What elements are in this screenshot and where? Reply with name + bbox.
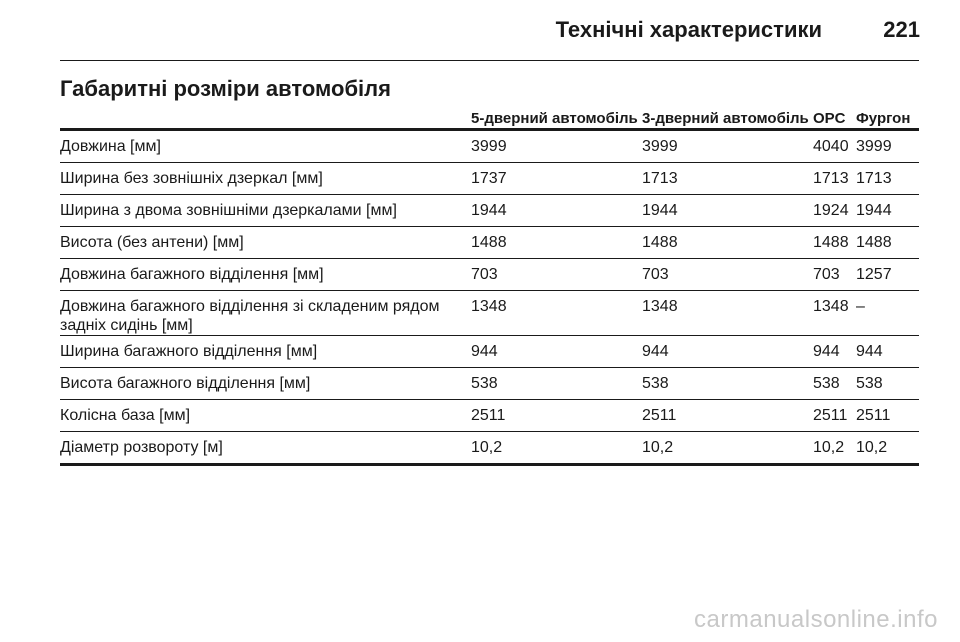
- cell-value: 1488: [642, 226, 813, 259]
- cell-value: 2511: [471, 399, 642, 432]
- cell-value: 3999: [471, 129, 642, 163]
- row-label: Висота (без антени) [мм]: [60, 226, 471, 259]
- cell-value: 1713: [813, 162, 856, 195]
- row-label: Ширина з двома зовнішніми дзеркалами [мм…: [60, 194, 471, 227]
- column-header-3-door: 3-дверний автомобіль: [642, 108, 813, 131]
- cell-value: 1713: [642, 162, 813, 195]
- cell-value: –: [856, 290, 919, 336]
- cell-value: 1944: [471, 194, 642, 227]
- cell-value: 538: [642, 367, 813, 400]
- cell-value: 10,2: [471, 431, 642, 466]
- cell-value: 703: [813, 258, 856, 291]
- table-row: Ширина з двома зовнішніми дзеркалами [мм…: [60, 194, 919, 227]
- table-row: Діаметр розвороту [м] 10,2 10,2 10,2 10,…: [60, 431, 919, 466]
- cell-value: 1348: [813, 290, 856, 336]
- cell-value: 1348: [642, 290, 813, 336]
- row-label: Довжина багажного відділення зі складени…: [60, 290, 471, 336]
- cell-value: 1944: [856, 194, 919, 227]
- row-label: Ширина багажного відділення [мм]: [60, 335, 471, 368]
- table-row: Висота (без антени) [мм] 1488 1488 1488 …: [60, 226, 919, 259]
- cell-value: 4040: [813, 129, 856, 163]
- cell-value: 1488: [471, 226, 642, 259]
- cell-value: 944: [642, 335, 813, 368]
- column-header-5-door: 5-дверний автомобіль: [471, 108, 642, 131]
- cell-value: 2511: [813, 399, 856, 432]
- row-label: Довжина [мм]: [60, 129, 471, 163]
- cell-value: 1944: [642, 194, 813, 227]
- cell-value: 703: [642, 258, 813, 291]
- cell-value: 10,2: [856, 431, 919, 466]
- table-row: Ширина багажного відділення [мм] 944 944…: [60, 335, 919, 368]
- cell-value: 538: [813, 367, 856, 400]
- cell-value: 538: [471, 367, 642, 400]
- table-row: Довжина багажного відділення [мм] 703 70…: [60, 258, 919, 291]
- header-divider: [60, 60, 919, 61]
- column-header-parameter: [60, 108, 471, 131]
- watermark: carmanualsonline.info: [694, 606, 938, 633]
- table-header-row: 5-дверний автомобіль 3-дверний автомобіл…: [60, 108, 919, 131]
- table-row: Висота багажного відділення [мм] 538 538…: [60, 367, 919, 400]
- row-label: Діаметр розвороту [м]: [60, 431, 471, 466]
- row-label: Висота багажного відділення [мм]: [60, 367, 471, 400]
- cell-value: 1257: [856, 258, 919, 291]
- table-row: Ширина без зовнішніх дзеркал [мм] 1737 1…: [60, 162, 919, 195]
- dimensions-table: 5-дверний автомобіль 3-дверний автомобіл…: [60, 108, 919, 466]
- page-header-title: Технічні характеристики: [555, 17, 822, 42]
- cell-value: 2511: [642, 399, 813, 432]
- cell-value: 3999: [642, 129, 813, 163]
- row-label: Ширина без зовнішніх дзеркал [мм]: [60, 162, 471, 195]
- cell-value: 2511: [856, 399, 919, 432]
- cell-value: 1713: [856, 162, 919, 195]
- page-number: 221: [883, 17, 920, 42]
- table-row: Колісна база [мм] 2511 2511 2511 2511: [60, 399, 919, 432]
- cell-value: 944: [813, 335, 856, 368]
- cell-value: 1924: [813, 194, 856, 227]
- cell-value: 3999: [856, 129, 919, 163]
- cell-value: 10,2: [813, 431, 856, 466]
- cell-value: 1737: [471, 162, 642, 195]
- cell-value: 703: [471, 258, 642, 291]
- cell-value: 538: [856, 367, 919, 400]
- row-label: Довжина багажного відділення [мм]: [60, 258, 471, 291]
- cell-value: 1488: [856, 226, 919, 259]
- table-row: Довжина [мм] 3999 3999 4040 3999: [60, 129, 919, 163]
- cell-value: 10,2: [642, 431, 813, 466]
- section-title: Габаритні розміри автомобіля: [60, 76, 391, 101]
- cell-value: 1348: [471, 290, 642, 336]
- table-row: Довжина багажного відділення зі складени…: [60, 290, 919, 336]
- cell-value: 1488: [813, 226, 856, 259]
- row-label: Колісна база [мм]: [60, 399, 471, 432]
- cell-value: 944: [471, 335, 642, 368]
- column-header-opc: OPC: [813, 108, 856, 131]
- column-header-van: Фургон: [856, 108, 919, 131]
- cell-value: 944: [856, 335, 919, 368]
